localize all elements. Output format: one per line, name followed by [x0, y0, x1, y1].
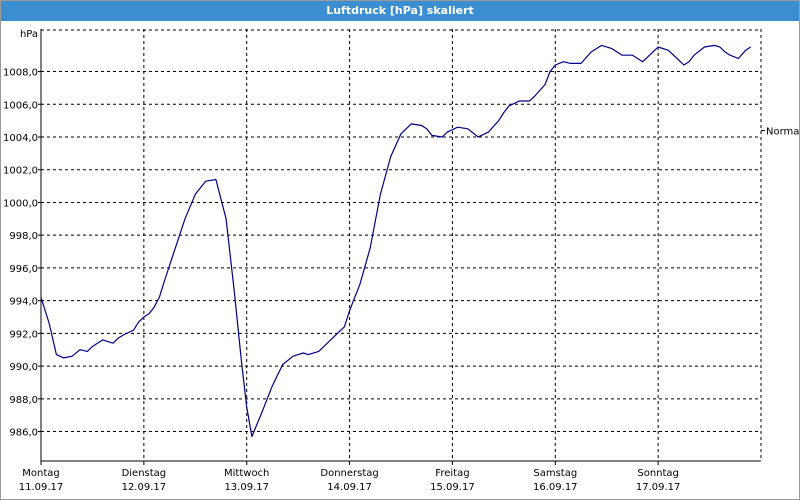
axis-layer [38, 29, 765, 465]
y-tick-label: 986,0 [9, 428, 38, 439]
y-tick-label: 1004,0 [3, 133, 38, 144]
y-tick-label: 988,0 [9, 395, 38, 406]
x-tick-date-label: 11.09.17 [19, 482, 64, 493]
x-tick-day-label: Mittwoch [224, 468, 269, 479]
series-layer [40, 44, 752, 438]
x-tick-day-label: Freitag [435, 468, 469, 479]
y-tick-label: 1000,0 [3, 198, 38, 209]
x-tick-day-label: Sonntag [637, 468, 679, 479]
y-tick-label: 1006,0 [3, 100, 38, 111]
y-tick-label: 998,0 [9, 231, 38, 242]
y-tick-label: 994,0 [9, 297, 38, 308]
y-tick-label: 1002,0 [3, 166, 38, 177]
label-layer: 986,0 988,0 990,0 992,0 994,0 996,0 998,0 1000,… [3, 29, 799, 493]
pressure-series-line [40, 44, 752, 438]
y-axis-label: hPa [20, 29, 38, 40]
x-tick-day-label: Montag [22, 468, 59, 479]
x-tick-date-label: 17.09.17 [636, 482, 681, 493]
x-tick-date-label: 15.09.17 [430, 482, 475, 493]
chart-title: Luftdruck [hPa] skaliert [1, 1, 799, 21]
pressure-chart: 986,0 988,0 990,0 992,0 994,0 996,0 998,0 1000,… [3, 29, 799, 493]
grid-layer [41, 29, 762, 461]
y-tick-label: 990,0 [9, 362, 38, 373]
x-tick-day-label: Donnerstag [320, 468, 378, 479]
reference-label: Normal [766, 126, 799, 137]
y-tick-label: 1008,0 [3, 68, 38, 79]
x-tick-day-label: Samstag [533, 468, 577, 479]
x-tick-day-label: Dienstag [122, 468, 167, 479]
x-tick-date-label: 14.09.17 [327, 482, 372, 493]
y-tick-label: 996,0 [9, 264, 38, 275]
x-tick-date-label: 12.09.17 [122, 482, 167, 493]
x-tick-date-label: 13.09.17 [224, 482, 269, 493]
y-tick-label: 992,0 [9, 329, 38, 340]
x-tick-date-label: 16.09.17 [533, 482, 578, 493]
